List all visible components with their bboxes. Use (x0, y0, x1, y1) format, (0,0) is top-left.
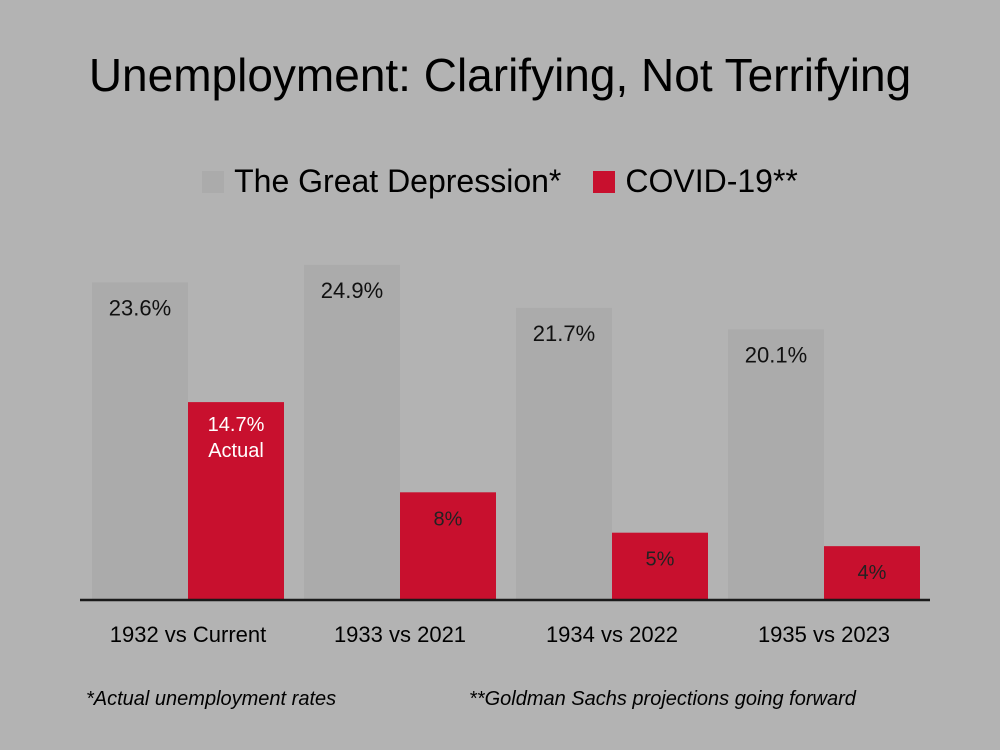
data-label-depression-1933-vs-2021: 24.9% (321, 278, 383, 303)
data-label-covid-1935-vs-2023: 4% (858, 562, 887, 584)
bar-depression-1934-vs-2022 (516, 307, 612, 600)
chart-title: Unemployment: Clarifying, Not Terrifying (88, 49, 912, 101)
data-label-depression-1934-vs-2022: 21.7% (533, 321, 595, 346)
legend-label-covid: COVID-19** (625, 163, 798, 199)
footnote-actual: *Actual unemployment rates (86, 688, 337, 710)
data-label-covid-1932-vs-current: 14.7% Actual (208, 414, 265, 462)
bar-chart: 23.6% 14.7% Actual 1932 vs Current 24.9% 8% 19… (80, 264, 930, 647)
bar-depression-1935-vs-2023 (728, 329, 824, 600)
footnote-projections: **Goldman Sachs projections going forwar… (469, 688, 856, 710)
x-tick-label-1932-vs-current: 1932 vs Current (110, 622, 267, 647)
legend-swatch-depression (202, 170, 225, 193)
bar-covid-1932-vs-current (188, 402, 284, 600)
bar-depression-1933-vs-2021 (304, 264, 400, 600)
legend-swatch-covid (593, 170, 616, 193)
data-label-covid-1933-vs-2021: 8% (434, 508, 463, 530)
bar-covid-1934-vs-2022 (612, 532, 708, 600)
x-tick-label-1934-vs-2022: 1934 vs 2022 (546, 622, 678, 647)
x-tick-label-1935-vs-2023: 1935 vs 2023 (758, 622, 890, 647)
bar-depression-1932-vs-current (92, 282, 188, 600)
legend-item-covid: COVID-19** (593, 163, 798, 200)
bar-covid-1933-vs-2021 (400, 492, 496, 600)
legend-item-depression: The Great Depression* (202, 163, 561, 200)
data-label-depression-1935-vs-2023: 20.1% (745, 342, 807, 367)
data-label-depression-1932-vs-current: 23.6% (109, 295, 171, 320)
legend-label-depression: The Great Depression* (234, 163, 562, 199)
data-label-covid-1934-vs-2022: 5% (646, 549, 675, 571)
legend: The Great Depression* COVID-19** (0, 163, 1000, 200)
x-tick-label-1933-vs-2021: 1933 vs 2021 (334, 622, 466, 647)
bar-covid-1935-vs-2023 (824, 546, 920, 600)
